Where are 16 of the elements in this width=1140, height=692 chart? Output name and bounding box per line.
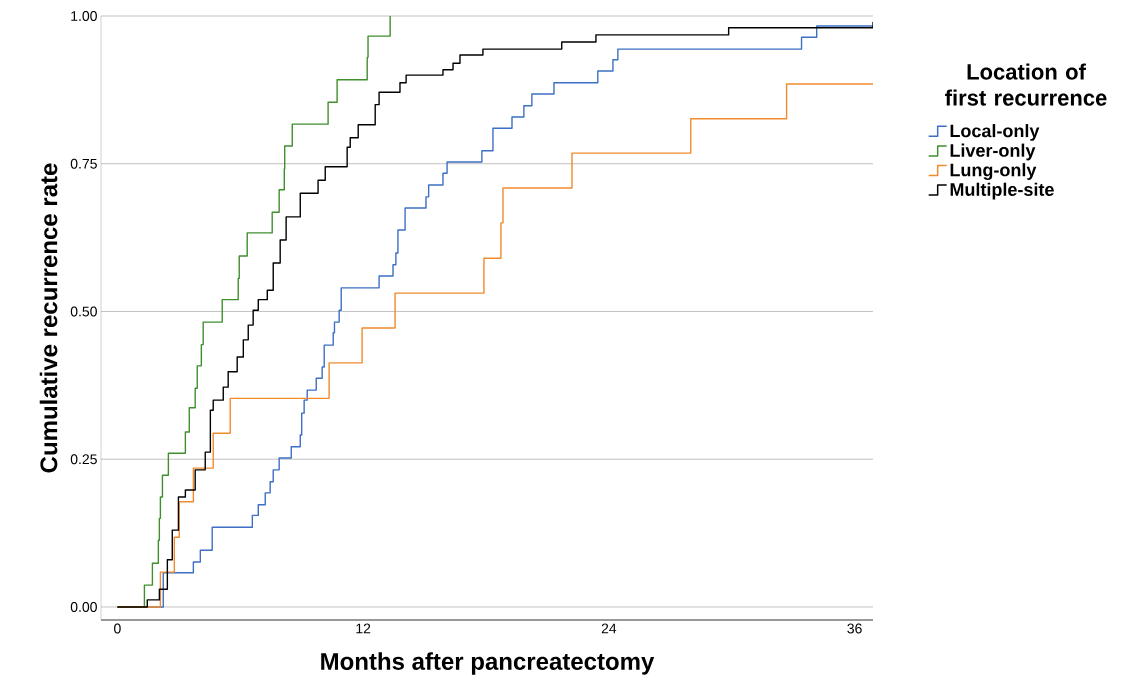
legend-title: Location of first recurrence: [945, 63, 1107, 106]
y-tick-label: 0.25: [70, 454, 97, 465]
y-tick-label: 1.00: [71, 11, 97, 21]
x-tick-label: 0: [114, 623, 121, 634]
x-tick-label: 12: [356, 623, 371, 634]
y-tick-label: 0.00: [70, 602, 97, 612]
y-axis-title: Cumulative recurrence rate: [39, 163, 58, 473]
legend-label: Lung-only: [950, 163, 1037, 181]
y-tick-label: 0.75: [70, 158, 97, 169]
legend-label: Local-only: [950, 124, 1040, 141]
x-tick-label: 36: [847, 623, 862, 634]
x-tick-label: 24: [601, 623, 617, 634]
legend-label: Liver-only: [950, 143, 1036, 161]
legend-label: Multiple-site: [950, 182, 1054, 200]
y-tick-label: 0.50: [70, 306, 97, 317]
x-axis-title: Months after pancreatectomy: [321, 652, 655, 675]
